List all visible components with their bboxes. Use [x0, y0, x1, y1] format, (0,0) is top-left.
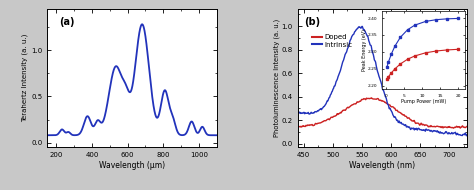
- Text: (b): (b): [304, 17, 320, 27]
- Line: Intrinsic: Intrinsic: [298, 26, 467, 136]
- Intrinsic: [464, 135, 469, 137]
- X-axis label: Wavelength (nm): Wavelength (nm): [349, 161, 415, 170]
- Doped: [367, 97, 373, 100]
- Intrinsic: [359, 25, 365, 28]
- Line: Doped: Doped: [298, 98, 467, 128]
- Doped: [315, 122, 320, 124]
- Intrinsic: [374, 64, 379, 66]
- Doped: [391, 107, 397, 109]
- Doped: [464, 125, 470, 128]
- Intrinsic: [315, 109, 320, 112]
- Y-axis label: Terahertz Intensity (a. u.): Terahertz Intensity (a. u.): [22, 34, 28, 122]
- Intrinsic: [464, 134, 470, 136]
- Intrinsic: [370, 53, 376, 55]
- Legend: Doped, Intrinsic: Doped, Intrinsic: [310, 31, 355, 50]
- Doped: [369, 97, 374, 99]
- Doped: [451, 127, 456, 129]
- Text: (a): (a): [59, 17, 75, 27]
- Doped: [308, 124, 314, 126]
- Intrinsic: [367, 42, 373, 44]
- Intrinsic: [391, 116, 397, 118]
- Doped: [295, 125, 301, 127]
- Doped: [374, 98, 379, 101]
- Intrinsic: [308, 112, 314, 114]
- Intrinsic: [295, 112, 301, 114]
- Y-axis label: Photoluminescence Intensity (a. u.): Photoluminescence Intensity (a. u.): [274, 19, 280, 137]
- X-axis label: Wavelength (μm): Wavelength (μm): [99, 161, 165, 170]
- Doped: [370, 98, 376, 100]
